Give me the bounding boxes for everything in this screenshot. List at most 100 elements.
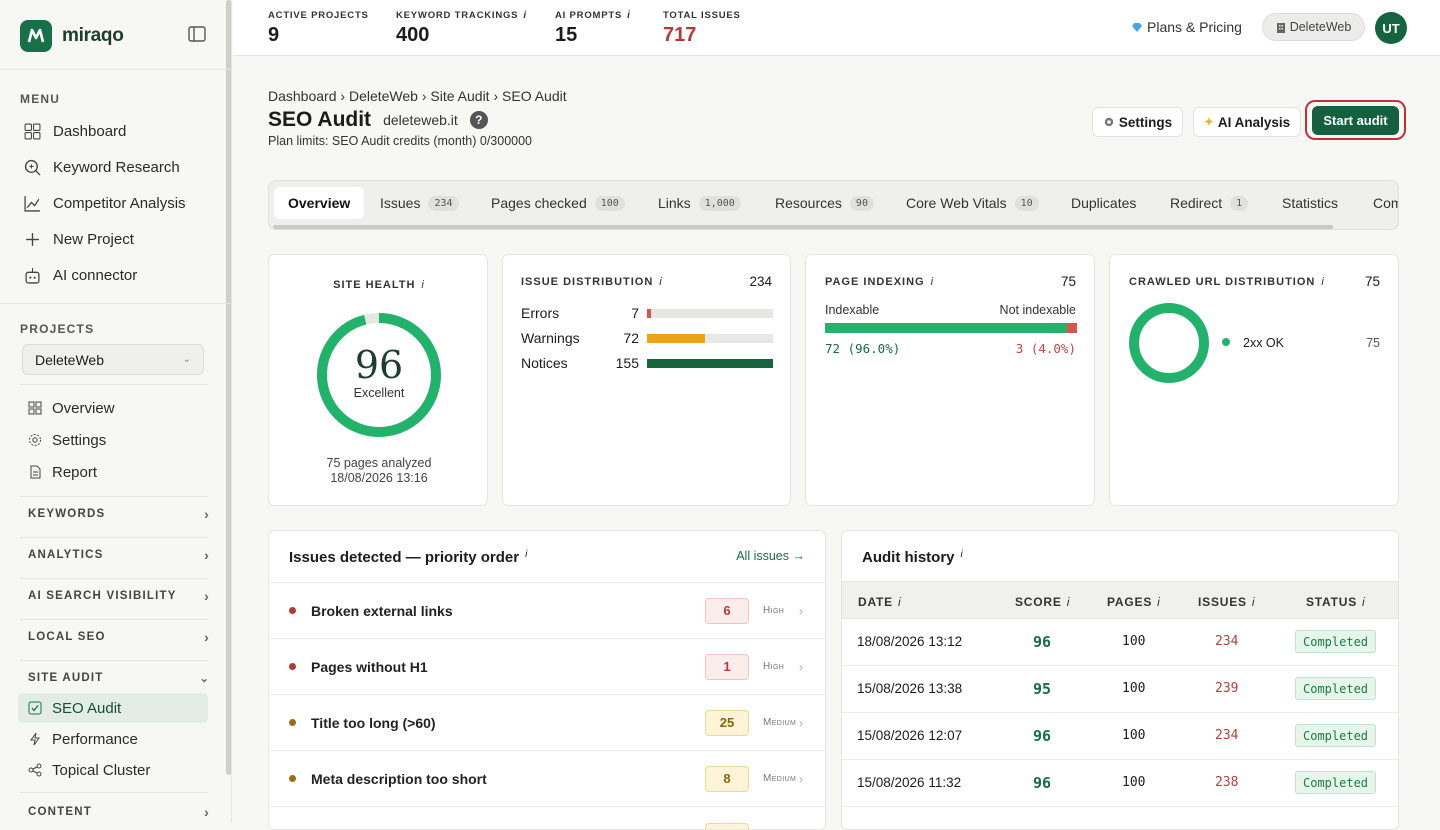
project-select[interactable]: DeleteWeb ⌄ bbox=[22, 344, 204, 375]
table-row[interactable]: 15/08/2026 12:07 96 100 234 Completed bbox=[842, 713, 1398, 760]
crawled-url-card: CRAWLED URL DISTRIBUTION i 75 2xx OK 75 bbox=[1109, 254, 1399, 506]
tabs-scrollbar[interactable] bbox=[273, 225, 1333, 229]
table-row[interactable]: 15/08/2026 13:38 95 100 239 Completed bbox=[842, 666, 1398, 713]
row-count: 7 bbox=[631, 305, 639, 321]
issue-name: Title too long (>60) bbox=[311, 714, 436, 731]
sidebar-item-report[interactable]: Report bbox=[28, 459, 97, 485]
info-icon[interactable]: i bbox=[1321, 276, 1325, 288]
tab-redirect[interactable]: Redirect 1 bbox=[1156, 187, 1262, 219]
chevron-down-icon: ⌄ bbox=[199, 672, 210, 685]
row-label: Notices bbox=[521, 355, 568, 371]
avatar[interactable]: UT bbox=[1375, 12, 1407, 44]
tab-overview[interactable]: Overview bbox=[274, 187, 365, 219]
info-icon[interactable]: i bbox=[960, 549, 963, 560]
ai-analysis-button[interactable]: ✦ AI Analysis bbox=[1193, 107, 1301, 137]
sidebar-item-topical-cluster[interactable]: Topical Cluster bbox=[28, 757, 150, 783]
sidebar-item-competitor-analysis[interactable]: Competitor Analysis bbox=[24, 189, 186, 217]
column-header-issues[interactable]: ISSUES i bbox=[1198, 595, 1256, 609]
all-issues-link[interactable]: All issues → bbox=[736, 549, 805, 563]
info-icon[interactable]: i bbox=[930, 276, 935, 288]
chart-icon bbox=[24, 195, 40, 212]
bar-fill bbox=[647, 359, 773, 368]
site-health-card: SITE HEALTH i 96 Excellent 75 pages analy… bbox=[268, 254, 488, 506]
breadcrumb-item[interactable]: Site Audit bbox=[430, 88, 490, 104]
tab-core-web-vitals[interactable]: Core Web Vitals 10 bbox=[892, 187, 1053, 219]
divider bbox=[20, 578, 208, 579]
issue-row[interactable] bbox=[269, 806, 825, 829]
settings-button[interactable]: Settings bbox=[1092, 107, 1183, 137]
sidebar-group-analytics[interactable]: ANALYTICS › bbox=[20, 541, 210, 569]
stat-label: TOTAL ISSUES bbox=[663, 10, 741, 21]
sidebar-item-seo-audit[interactable]: SEO Audit bbox=[28, 695, 121, 721]
sidebar-scrollbar[interactable] bbox=[226, 0, 231, 775]
issue-row[interactable]: Title too long (>60) 25 Medium › bbox=[269, 694, 825, 750]
issue-count bbox=[705, 823, 749, 829]
robot-icon bbox=[25, 267, 40, 284]
cell-pages: 100 bbox=[1122, 681, 1146, 696]
indexing-total: 75 bbox=[1060, 274, 1076, 289]
table-row[interactable]: 15/08/2026 11:32 96 100 238 Completed bbox=[842, 760, 1398, 807]
sidebar-item-settings[interactable]: Settings bbox=[28, 427, 106, 453]
info-icon[interactable]: i bbox=[421, 279, 425, 291]
project-chip[interactable]: DeleteWeb bbox=[1262, 13, 1365, 41]
checkbox-icon bbox=[28, 701, 42, 715]
cell-issues: 234 bbox=[1215, 728, 1239, 743]
tab-issues[interactable]: Issues 234 bbox=[366, 187, 473, 219]
issues-detected-card: Issues detected — priority order i All is… bbox=[268, 530, 826, 830]
tab-pages-checked[interactable]: Pages checked 100 bbox=[477, 187, 639, 219]
sidebar-item-keyword-research[interactable]: Keyword Research bbox=[24, 153, 180, 181]
cell-date: 15/08/2026 11:32 bbox=[857, 775, 962, 790]
project-select-value: DeleteWeb bbox=[35, 351, 105, 368]
sidebar-group-ai-search-visibility[interactable]: AI SEARCH VISIBILITY › bbox=[20, 582, 210, 610]
group-label: SITE AUDIT bbox=[28, 672, 104, 684]
button-label: Settings bbox=[1118, 114, 1173, 130]
sidebar-item-label: Dashboard bbox=[53, 122, 127, 140]
tab-duplicates[interactable]: Duplicates bbox=[1057, 187, 1150, 219]
column-header-score[interactable]: SCORE i bbox=[1015, 595, 1071, 609]
card-title: SITE HEALTH i bbox=[333, 279, 425, 291]
sidebar-toggle-icon[interactable] bbox=[188, 26, 208, 44]
sidebar-group-content[interactable]: CONTENT › bbox=[20, 798, 210, 823]
start-audit-button[interactable]: Start audit bbox=[1312, 106, 1399, 135]
cell-pages: 100 bbox=[1122, 775, 1146, 790]
info-icon[interactable]: i bbox=[659, 276, 663, 288]
issue-row[interactable]: Meta description too short 8 Medium › bbox=[269, 750, 825, 806]
building-icon bbox=[1276, 22, 1285, 33]
tab-links[interactable]: Links 1,000 bbox=[644, 187, 755, 219]
info-icon[interactable]: i bbox=[525, 549, 528, 560]
issue-row[interactable]: Pages without H1 1 High › bbox=[269, 638, 825, 694]
sidebar-group-local-seo[interactable]: LOCAL SEO › bbox=[20, 623, 210, 651]
sidebar-group-site-audit[interactable]: SITE AUDIT ⌄ bbox=[20, 664, 210, 692]
projects-label: PROJECTS bbox=[20, 322, 95, 336]
sidebar-group-keywords[interactable]: KEYWORDS › bbox=[20, 500, 210, 528]
help-icon[interactable]: ? bbox=[469, 111, 488, 129]
column-header-status[interactable]: STATUS i bbox=[1306, 595, 1366, 609]
logo[interactable]: miraqo bbox=[20, 20, 124, 52]
info-icon[interactable]: i bbox=[627, 10, 631, 21]
issue-name: Pages without H1 bbox=[311, 658, 428, 675]
sidebar-item-ai-connector[interactable]: AI connector bbox=[24, 261, 137, 289]
sidebar-item-new-project[interactable]: New Project bbox=[24, 225, 134, 253]
sidebar-item-dashboard[interactable]: Dashboard bbox=[24, 117, 126, 145]
sidebar-item-performance[interactable]: Performance bbox=[28, 726, 138, 752]
tab-com[interactable]: Com bbox=[1359, 187, 1398, 219]
chevron-right-icon: › bbox=[204, 629, 210, 645]
tab-resources[interactable]: Resources 90 bbox=[761, 187, 888, 219]
plans-pricing-link[interactable]: Plans & Pricing bbox=[1131, 19, 1242, 35]
sidebar-item-overview[interactable]: Overview bbox=[28, 395, 115, 421]
column-header-date[interactable]: DATE i bbox=[858, 595, 902, 609]
bar-track bbox=[647, 359, 773, 368]
health-score: 96 bbox=[354, 343, 404, 387]
column-header-pages[interactable]: PAGES i bbox=[1107, 595, 1161, 609]
button-label: AI Analysis bbox=[1217, 114, 1291, 130]
issue-row[interactable]: Broken external links 6 High › bbox=[269, 582, 825, 638]
divider bbox=[20, 496, 208, 497]
severity-dot bbox=[289, 775, 296, 782]
breadcrumb-item[interactable]: Dashboard bbox=[268, 88, 337, 104]
sidebar-item-label: Overview bbox=[52, 399, 115, 417]
table-row[interactable]: 18/08/2026 13:12 96 100 234 Completed bbox=[842, 619, 1398, 666]
divider bbox=[0, 303, 231, 304]
tab-statistics[interactable]: Statistics bbox=[1268, 187, 1352, 219]
breadcrumb-item[interactable]: DeleteWeb bbox=[348, 88, 418, 104]
info-icon[interactable]: i bbox=[523, 10, 527, 21]
